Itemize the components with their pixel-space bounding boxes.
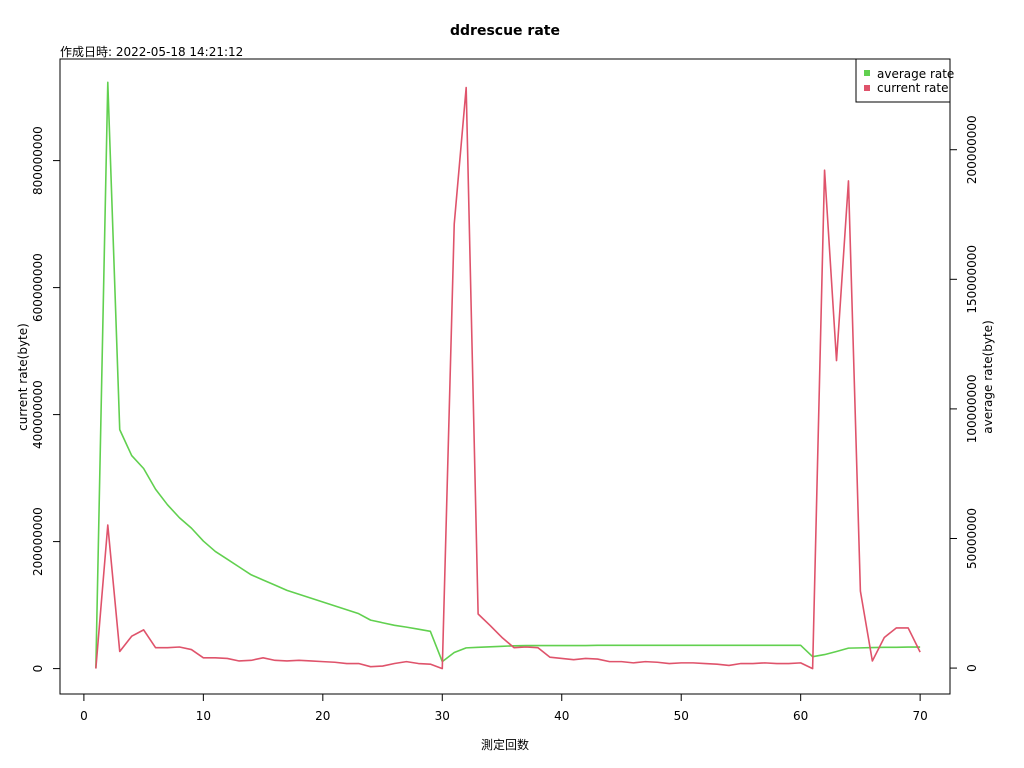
y-left-tick-label: 200000000 — [31, 507, 45, 576]
x-tick-label: 70 — [912, 709, 927, 723]
y-right-tick-label: 50000000 — [965, 508, 979, 569]
legend-label-current: current rate — [877, 81, 948, 95]
axes-group: 0 10 20 30 40 50 60 70 0 200000000 400000000 600000… — [31, 115, 979, 723]
y-left-tick-label: 600000000 — [31, 253, 45, 322]
y-right-tick-label: 150000000 — [965, 245, 979, 314]
y-axis-left-label: current rate(byte) — [16, 323, 30, 431]
series-group — [95, 81, 921, 670]
plot-frame — [59, 58, 951, 695]
x-tick-label: 0 — [80, 709, 88, 723]
legend-label-average: average rate — [877, 67, 954, 81]
y-left-tick-label: 400000000 — [31, 380, 45, 449]
x-tick-label: 40 — [554, 709, 569, 723]
y-right-tick-label: 0 — [965, 664, 979, 672]
x-tick-label: 10 — [196, 709, 211, 723]
average-rate-line — [95, 81, 921, 669]
chart-subtitle: 作成日時: 2022-05-18 14:21:12 — [60, 45, 243, 59]
legend-swatch-current — [864, 85, 870, 91]
y-left-tick-label: 0 — [31, 665, 45, 673]
current-rate-line — [95, 86, 921, 670]
x-axis-label: 測定回数 — [481, 737, 529, 752]
x-tick-label: 20 — [315, 709, 330, 723]
chart-title: ddrescue rate — [450, 23, 560, 39]
legend-box — [855, 58, 951, 103]
x-tick-label: 50 — [674, 709, 689, 723]
y-right-tick-label: 200000000 — [965, 115, 979, 184]
x-tick-label: 60 — [793, 709, 808, 723]
y-axis-right-label: average rate(byte) — [981, 320, 995, 433]
y-left-tick-label: 800000000 — [31, 126, 45, 195]
legend: average rate current rate — [855, 58, 954, 103]
y-right-tick-label: 100000000 — [965, 375, 979, 444]
x-tick-label: 30 — [435, 709, 450, 723]
legend-swatch-average — [864, 70, 870, 76]
